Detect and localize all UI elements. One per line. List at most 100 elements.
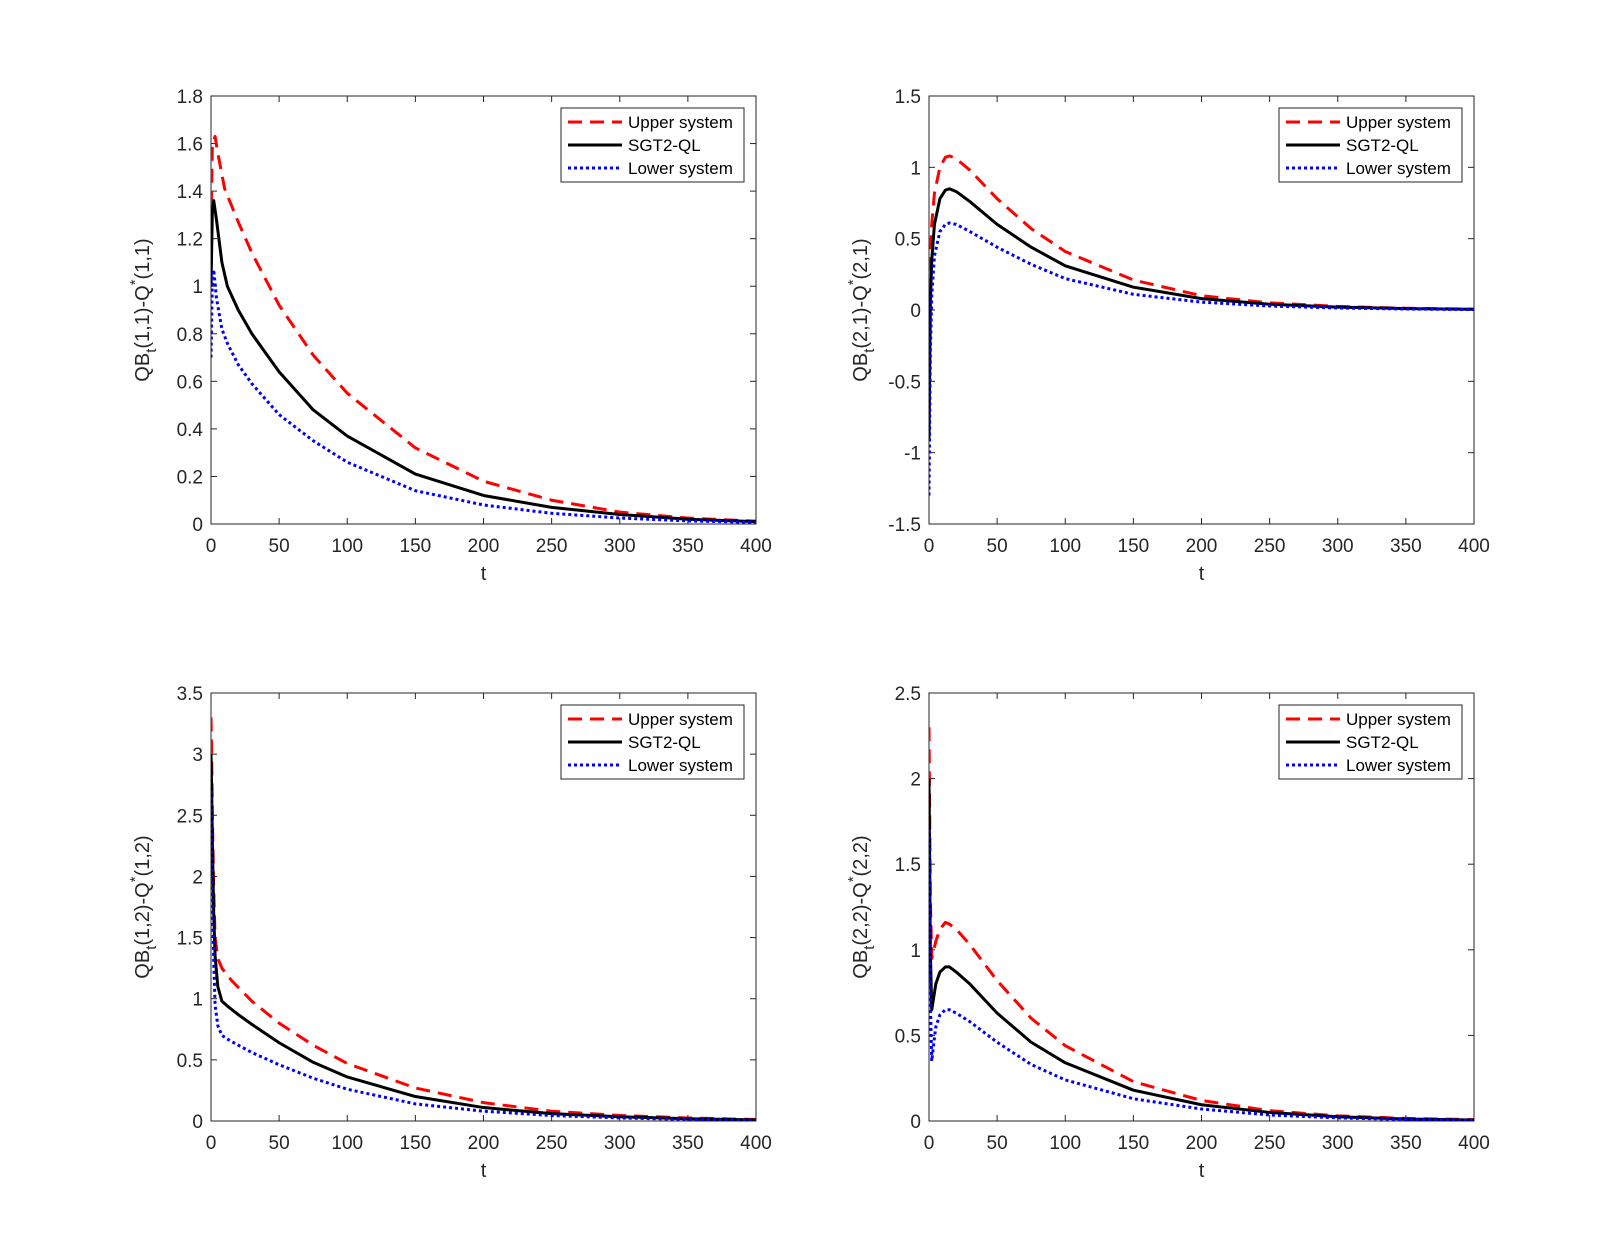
- y-axis-label-part: *: [845, 279, 862, 285]
- x-tick-label: 0: [206, 536, 217, 557]
- y-axis-label: QBt(2,2)-Q*(2,2): [845, 835, 878, 978]
- y-tick-label: 0.5: [895, 230, 921, 251]
- y-tick-label: 0.5: [895, 1026, 921, 1047]
- x-tick-label: 350: [1390, 1133, 1422, 1154]
- y-axis-label: QBt(2,1)-Q*(2,1): [845, 238, 878, 381]
- x-tick-label: 100: [331, 536, 363, 557]
- y-axis-label-part: *: [127, 279, 144, 285]
- y-axis-label-part: *: [845, 876, 862, 882]
- x-tick-label: 250: [536, 536, 568, 557]
- series-line-sgt2-ql: [211, 199, 756, 524]
- series-line-lower-system: [211, 268, 756, 524]
- x-tick-label: 250: [1254, 1133, 1286, 1154]
- x-tick-label: 250: [536, 1133, 568, 1154]
- y-tick-label: 2.5: [177, 806, 203, 827]
- x-tick-label: 50: [987, 1133, 1008, 1154]
- x-tick-label: 0: [924, 536, 935, 557]
- legend-label: Upper system: [628, 710, 733, 729]
- y-tick-label: 1: [192, 990, 203, 1011]
- x-axis-label: t: [481, 563, 487, 585]
- chart-panel-p21: 0 50 100 150 200 250 300 350 400 -1.5 -1 -0.5 0 0.5 1 1…: [845, 87, 1490, 585]
- y-axis-label-part: t: [143, 945, 160, 950]
- y-axis-label-part: t: [861, 348, 878, 353]
- y-tick-label: 0.8: [177, 325, 203, 346]
- y-axis-label-part: (1,1)-Q: [132, 285, 154, 348]
- y-tick-label: -0.5: [888, 372, 921, 393]
- series-line-sgt2-ql: [929, 778, 1474, 1121]
- x-tick-label: 150: [1118, 536, 1150, 557]
- x-axis-label: t: [1199, 563, 1205, 585]
- legend-label: SGT2-QL: [1346, 733, 1419, 752]
- legend-label: SGT2-QL: [1346, 136, 1419, 155]
- series-line-lower-system: [929, 221, 1474, 496]
- x-axis-label: t: [1199, 1160, 1205, 1182]
- series-line-sgt2-ql: [929, 187, 1474, 439]
- y-tick-label: 1.2: [177, 230, 203, 251]
- x-tick-label: 150: [1118, 1133, 1150, 1154]
- x-tick-label: 100: [1049, 1133, 1081, 1154]
- series-line-upper-system: [211, 134, 756, 523]
- y-axis-label-part: (2,1)-Q: [850, 285, 872, 348]
- y-tick-label: 0: [910, 301, 921, 322]
- x-tick-label: 0: [924, 1133, 935, 1154]
- y-tick-label: 1.5: [177, 929, 203, 950]
- y-axis-label: QBt(1,1)-Q*(1,1): [127, 238, 160, 381]
- y-tick-label: 1.8: [177, 87, 203, 108]
- y-axis-label-part: (2,1): [850, 238, 872, 279]
- x-tick-label: 0: [206, 1133, 217, 1154]
- y-axis-label-part: (1,2)-Q: [132, 882, 154, 945]
- legend-label: Upper system: [628, 113, 733, 132]
- legend-label: SGT2-QL: [628, 136, 701, 155]
- x-tick-label: 350: [672, 1133, 704, 1154]
- y-tick-label: 3.5: [177, 684, 203, 705]
- y-axis-label-part: *: [127, 876, 144, 882]
- y-axis-label-part: QB: [132, 950, 154, 979]
- x-tick-label: 400: [740, 1133, 772, 1154]
- y-tick-label: 1: [192, 277, 203, 298]
- x-tick-label: 400: [740, 536, 772, 557]
- chart-panel-p12: 0 50 100 150 200 250 300 350 400 0 0.5 1 1.5 2 2.5 3 3.5…: [127, 684, 772, 1182]
- x-tick-label: 200: [1186, 1133, 1218, 1154]
- y-axis-label-part: QB: [850, 353, 872, 382]
- y-tick-label: 1.5: [895, 855, 921, 876]
- y-tick-label: 2.5: [895, 684, 921, 705]
- x-axis-label: t: [481, 1160, 487, 1182]
- series-line-lower-system: [929, 829, 1474, 1121]
- y-tick-label: 0: [192, 515, 203, 536]
- y-axis-label-part: (1,1): [132, 238, 154, 279]
- x-tick-label: 200: [468, 536, 500, 557]
- x-tick-label: 350: [1390, 536, 1422, 557]
- x-tick-label: 300: [1322, 536, 1354, 557]
- chart-panel-p22: 0 50 100 150 200 250 300 350 40000.511.522.5tQBt…: [845, 684, 1490, 1182]
- legend-label: Upper system: [1346, 113, 1451, 132]
- y-tick-label: -1: [904, 444, 921, 465]
- x-tick-label: 50: [269, 1133, 290, 1154]
- y-tick-label: 0.2: [177, 467, 203, 488]
- x-tick-label: 150: [400, 1133, 432, 1154]
- y-tick-label: 0.6: [177, 372, 203, 393]
- y-tick-label: 1: [910, 158, 921, 179]
- y-tick-label: -1.5: [888, 515, 921, 536]
- y-tick-label: 2: [910, 770, 921, 791]
- x-tick-label: 100: [331, 1133, 363, 1154]
- x-tick-label: 350: [672, 536, 704, 557]
- legend-label: Lower system: [1346, 159, 1451, 178]
- y-axis-label-part: t: [143, 348, 160, 353]
- x-tick-label: 300: [604, 1133, 636, 1154]
- y-axis-label-part: QB: [132, 353, 154, 382]
- y-axis-label-part: (1,2): [132, 835, 154, 876]
- y-tick-label: 1.5: [895, 87, 921, 108]
- y-axis-label: QBt(1,2)-Q*(1,2): [127, 835, 160, 978]
- y-axis-label-part: QB: [850, 950, 872, 979]
- legend-label: SGT2-QL: [628, 733, 701, 752]
- y-axis-label-part: t: [861, 945, 878, 950]
- x-tick-label: 50: [269, 536, 290, 557]
- y-axis-label-part: (2,2): [850, 835, 872, 876]
- y-axis-label-part: (2,2)-Q: [850, 882, 872, 945]
- y-tick-label: 0.5: [177, 1051, 203, 1072]
- x-tick-label: 50: [987, 536, 1008, 557]
- y-tick-label: 1.6: [177, 135, 203, 156]
- y-tick-label: 0: [910, 1112, 921, 1133]
- y-tick-label: 1.4: [177, 182, 204, 203]
- y-tick-label: 1: [910, 941, 921, 962]
